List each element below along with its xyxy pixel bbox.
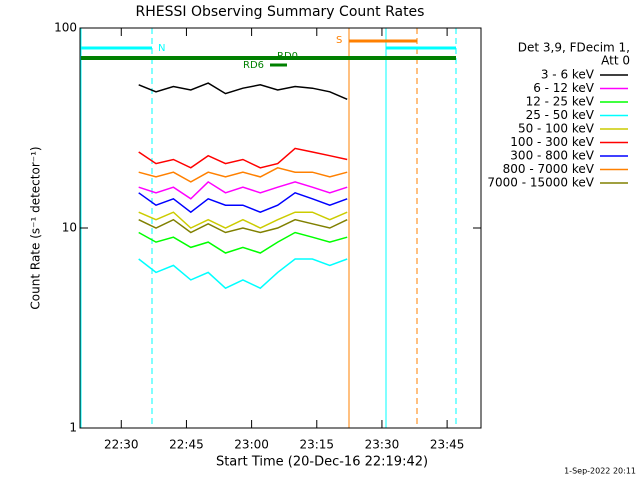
x-tick-label: 23:15 xyxy=(299,438,334,452)
x-tick-label: 22:30 xyxy=(104,438,139,452)
chart-title: RHESSI Observing Summary Count Rates xyxy=(136,4,425,20)
series-line xyxy=(138,167,348,183)
annotation: RD0 xyxy=(277,51,298,62)
annotation: S xyxy=(336,35,342,46)
x-tick-label: 22:45 xyxy=(169,438,204,452)
y-tick-label: 10 xyxy=(62,221,77,235)
legend-label: 6 - 12 keV xyxy=(533,81,595,95)
x-tick-label: 23:00 xyxy=(234,438,269,452)
x-axis-label: Start Time (20-Dec-16 22:19:42) xyxy=(216,455,428,470)
legend-label: 300 - 800 keV xyxy=(510,149,594,163)
legend-label: 25 - 50 keV xyxy=(526,108,595,122)
series-line xyxy=(138,258,348,290)
state-markers xyxy=(80,28,457,428)
legend-label: 50 - 100 keV xyxy=(518,122,595,136)
legend-label: 3 - 6 keV xyxy=(541,68,595,82)
footer: 1-Sep-2022 20:11 xyxy=(564,467,636,476)
series-line xyxy=(138,218,348,234)
series-line xyxy=(138,191,348,214)
y-tick-label: 100 xyxy=(54,21,77,35)
series-line xyxy=(138,180,348,200)
x-tick-label: 23:45 xyxy=(430,438,465,452)
annotation: N xyxy=(158,43,165,54)
legend-title: Att 0 xyxy=(601,54,630,68)
legend-label: 800 - 7000 keV xyxy=(503,162,595,176)
annotation: RD6 xyxy=(243,60,264,71)
series-line xyxy=(138,211,348,229)
series-line xyxy=(138,82,348,100)
x-tick-label: 23:30 xyxy=(365,438,400,452)
legend-title: Det 3,9, FDecim 1, xyxy=(518,41,630,55)
y-axis-label: Count Rate (s⁻¹ detector⁻¹) xyxy=(29,146,43,309)
y-tick-label: 1 xyxy=(69,421,77,435)
series-line xyxy=(138,147,348,169)
legend-label: 100 - 300 keV xyxy=(510,135,594,149)
legend-label: 12 - 25 keV xyxy=(526,95,595,109)
series-line xyxy=(138,231,348,254)
legend-label: 7000 - 15000 keV xyxy=(487,176,594,190)
